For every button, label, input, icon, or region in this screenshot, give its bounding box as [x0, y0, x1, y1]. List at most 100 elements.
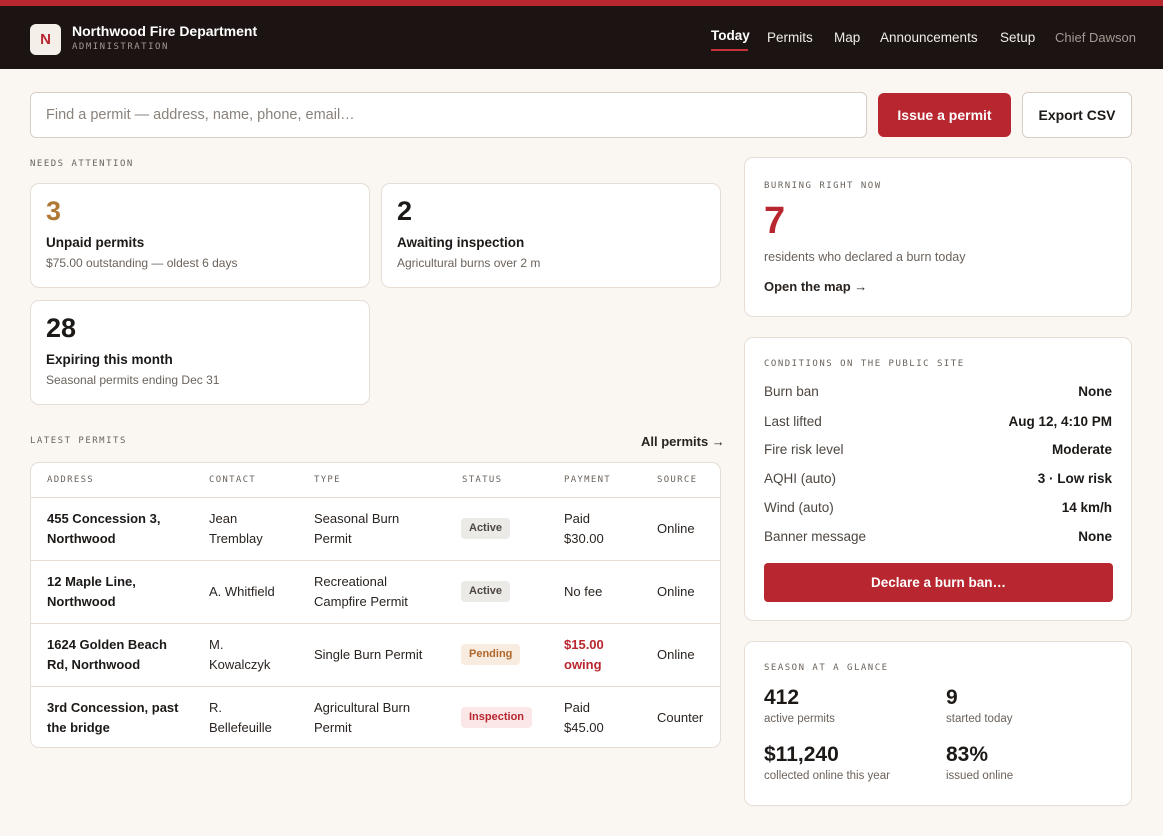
burning-count: 7: [764, 200, 786, 242]
table-row[interactable]: 1624 Golden Beach Rd, Northwood M. Kowalczy…: [31, 623, 720, 686]
table-row[interactable]: 12 Maple Line, Northwood A. Whitfield Recre…: [31, 560, 720, 623]
condition-value: Aug 12, 4:10 PM: [1008, 414, 1112, 429]
status-badge: Active: [461, 581, 511, 602]
user-menu[interactable]: Chief Dawson: [1055, 30, 1136, 45]
nav-announcements[interactable]: Announcements: [880, 30, 978, 45]
cell-address-line: Northwood: [47, 531, 116, 546]
expiring-count: 28: [46, 313, 77, 343]
cell-type-line: Single Burn Permit: [314, 647, 423, 662]
cell-payment-line: $30.00: [564, 531, 604, 546]
nav-setup[interactable]: Setup: [1000, 30, 1036, 45]
export-csv-button[interactable]: Export CSV: [1022, 92, 1132, 138]
cell-type: Agricultural Burn Permit: [314, 698, 410, 738]
nav-permits[interactable]: Permits: [767, 30, 813, 45]
permit-search-input[interactable]: [30, 92, 867, 138]
condition-value: None: [1078, 529, 1112, 544]
department-name: Northwood Fire Department: [72, 23, 258, 39]
cell-source: Online: [657, 584, 695, 599]
permits-table: ADDRESS CONTACT TYPE STATUS PAYMENT SOUR…: [30, 462, 721, 748]
season-collected-label: collected online this year: [764, 770, 890, 782]
condition-value: 14 km/h: [1061, 500, 1112, 515]
nav-active-underline: [711, 49, 748, 51]
cell-address: 455 Concession 3, Northwood: [47, 509, 160, 549]
cell-contact-line: Tremblay: [209, 531, 263, 546]
burning-now-label: BURNING RIGHT NOW: [764, 181, 882, 191]
nav-map[interactable]: Map: [834, 30, 861, 45]
column-header-address[interactable]: ADDRESS: [47, 475, 95, 485]
open-map-link[interactable]: Open the map →: [764, 279, 868, 294]
cell-source: Online: [657, 521, 695, 536]
cell-source: Counter: [657, 710, 704, 725]
cell-type-line: Agricultural Burn: [314, 700, 411, 715]
cell-type: Single Burn Permit: [314, 645, 422, 665]
unpaid-title: Unpaid permits: [46, 235, 145, 250]
cell-type-line: Permit: [314, 531, 352, 546]
cell-address-line: 3rd Concession, past: [47, 700, 179, 715]
declare-burn-ban-button[interactable]: Declare a burn ban…: [764, 563, 1113, 602]
cell-contact-line: R.: [209, 700, 222, 715]
condition-value: None: [1078, 384, 1112, 399]
header-accent-stripe: [0, 0, 1163, 6]
cell-payment-line: Paid: [564, 511, 591, 526]
cell-payment: Paid $45.00: [564, 698, 604, 738]
department-logo[interactable]: N: [30, 24, 61, 55]
cell-payment-line: No fee: [564, 584, 603, 599]
condition-label: Wind (auto): [764, 500, 834, 515]
season-collected-value: $11,240: [764, 743, 839, 766]
department-subtitle: ADMINISTRATION: [72, 42, 169, 52]
all-permits-link[interactable]: All permits →: [641, 434, 725, 449]
unpaid-permits-card[interactable]: 3 Unpaid permits $75.00 outstanding — ol…: [30, 183, 370, 288]
cell-address-line: Rd, Northwood: [47, 657, 141, 672]
cell-payment: Paid $30.00: [564, 509, 604, 549]
column-header-source[interactable]: SOURCE: [657, 475, 698, 485]
cell-address-line: 1624 Golden Beach: [47, 637, 167, 652]
column-header-contact[interactable]: CONTACT: [209, 475, 257, 485]
cell-payment-line: $45.00: [564, 720, 604, 735]
cell-source: Online: [657, 647, 695, 662]
condition-label: Burn ban: [764, 384, 819, 399]
cell-type-line: Seasonal Burn: [314, 511, 400, 526]
cell-address: 1624 Golden Beach Rd, Northwood: [47, 635, 167, 675]
awaiting-inspection-card[interactable]: 2 Awaiting inspection Agricultural burns…: [381, 183, 721, 288]
cell-payment-line: owing: [564, 657, 602, 672]
season-started-today-value: 9: [946, 686, 958, 709]
condition-label: Fire risk level: [764, 442, 844, 457]
cell-contact: M. Kowalczyk: [209, 635, 270, 675]
cell-contact-line: Bellefeuille: [209, 720, 272, 735]
cell-type-line: Campfire Permit: [314, 594, 408, 609]
season-active-permits-label: active permits: [764, 713, 835, 725]
expiring-subtitle: Seasonal permits ending Dec 31: [46, 373, 220, 387]
condition-label: Last lifted: [764, 414, 822, 429]
burning-caption: residents who declared a burn today: [764, 250, 966, 264]
cell-type: Recreational Campfire Permit: [314, 572, 408, 612]
cell-contact: R. Bellefeuille: [209, 698, 272, 738]
top-header: N Northwood Fire Department ADMINISTRATI…: [0, 6, 1163, 69]
season-active-permits-value: 412: [764, 686, 800, 709]
season-started-today-label: started today: [946, 713, 1013, 725]
cell-contact-line: A. Whitfield: [209, 584, 275, 599]
season-issued-online-label: issued online: [946, 770, 1014, 782]
latest-permits-label: LATEST PERMITS: [30, 436, 127, 446]
table-row[interactable]: 455 Concession 3, Northwood Jean Tremblay Se…: [31, 497, 720, 560]
inspection-count: 2: [397, 196, 413, 226]
column-header-status[interactable]: STATUS: [462, 475, 503, 485]
column-header-type[interactable]: TYPE: [314, 475, 341, 485]
cell-contact: Jean Tremblay: [209, 509, 263, 549]
column-header-payment[interactable]: PAYMENT: [564, 475, 612, 485]
expiring-title: Expiring this month: [46, 352, 173, 367]
cell-contact: A. Whitfield: [209, 582, 275, 602]
burning-now-card: BURNING RIGHT NOW 7 residents who declar…: [744, 157, 1132, 317]
issue-permit-button[interactable]: Issue a permit: [878, 93, 1011, 137]
nav-today[interactable]: Today: [711, 28, 750, 43]
season-issued-online-value: 83%: [946, 743, 989, 766]
cell-payment: No fee: [564, 582, 602, 602]
unpaid-subtitle: $75.00 outstanding — oldest 6 days: [46, 256, 238, 270]
cell-address: 3rd Concession, past the bridge: [47, 698, 178, 738]
table-row[interactable]: 3rd Concession, past the bridge R. Bellefeu…: [31, 686, 720, 747]
cell-payment-line: $15.00: [564, 637, 604, 652]
condition-label: Banner message: [764, 529, 867, 544]
condition-label: AQHI (auto): [764, 471, 837, 486]
cell-address-line: 12 Maple Line,: [47, 574, 136, 589]
cell-payment: $15.00 owing: [564, 635, 604, 675]
expiring-card[interactable]: 28 Expiring this month Seasonal permits …: [30, 300, 370, 405]
